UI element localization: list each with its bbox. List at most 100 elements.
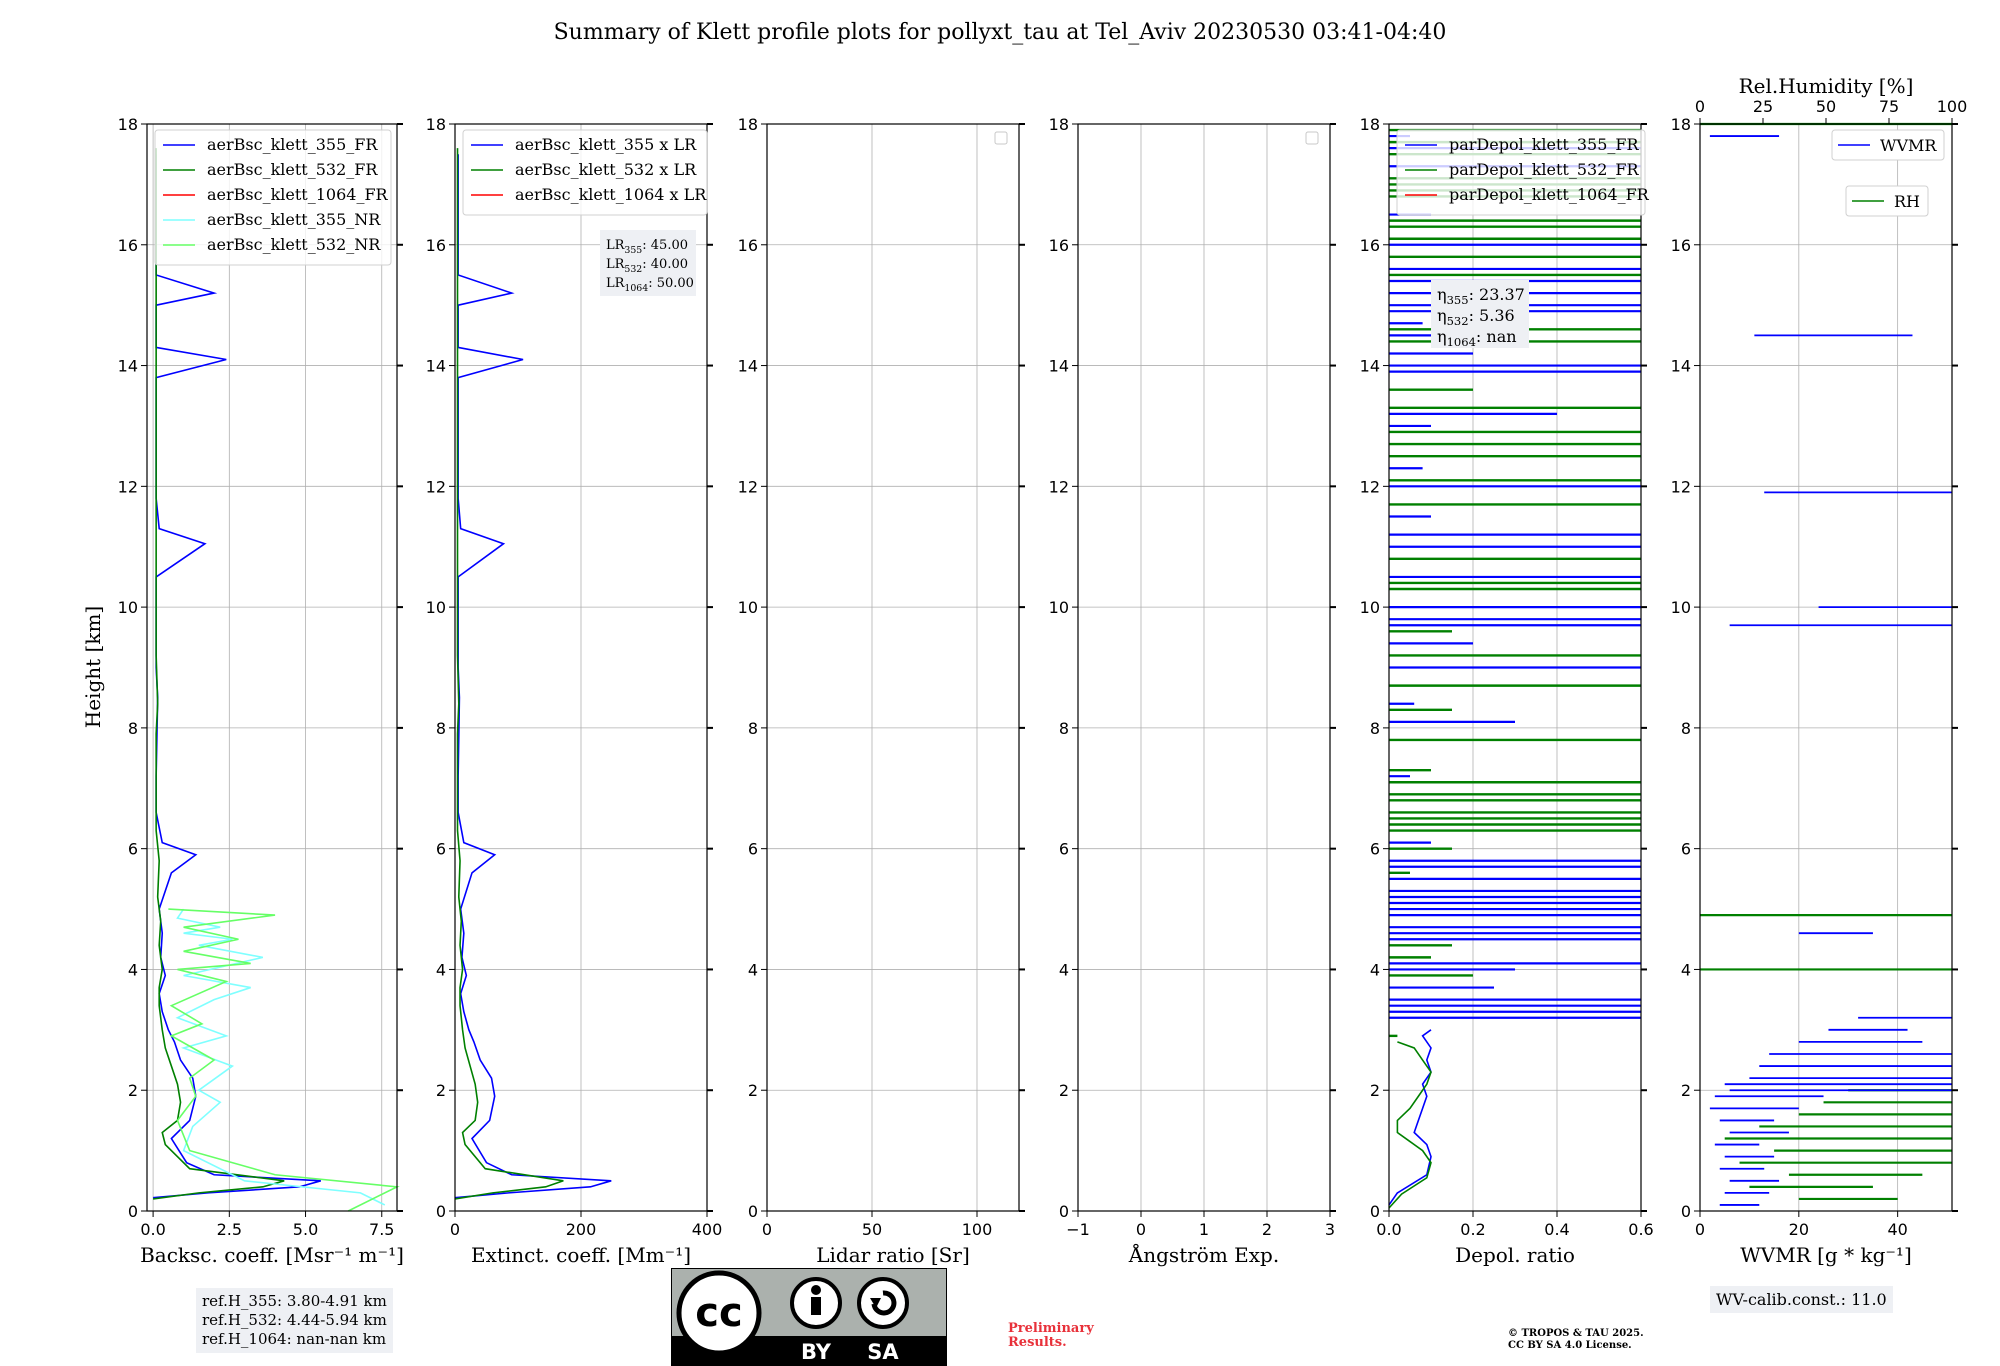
y-tick-label: 10 [118,598,138,617]
cc-icon [676,1270,762,1356]
legend-label: aerBsc_klett_532_FR [207,160,378,179]
y-tick-label: 10 [1049,598,1069,617]
y-tick-label: 2 [128,1081,138,1100]
secondary-x-tick-label: 100 [1937,97,1968,116]
empty-legend-box [994,131,1008,145]
secondary-x-tick-label: 0 [1695,97,1705,116]
y-tick-label: 8 [436,719,446,738]
x-tick-label: 5.0 [293,1220,318,1239]
y-tick-label: 14 [1360,357,1380,376]
y-tick-label: 2 [1059,1081,1069,1100]
y-tick-label: 16 [426,236,446,255]
legend-box [462,129,708,216]
y-tick-label: 4 [1370,960,1380,979]
legend-label: aerBsc_klett_1064_FR [207,185,389,204]
y-tick-label: 16 [1671,236,1691,255]
legend-box [1396,129,1646,216]
y-tick-label: 2 [748,1081,758,1100]
wv-calibration-box: WV-calib.const.: 11.0 [1710,1286,1893,1313]
legend-box [1831,129,1945,161]
y-tick-label: 14 [118,357,138,376]
y-tick-label: 6 [128,840,138,859]
x-axis-label: Depol. ratio [1455,1243,1575,1267]
panel-5 [1383,123,1647,1217]
y-tick-label: 18 [738,115,758,134]
preliminary-line-2: Results. [1008,1335,1067,1350]
y-tick-label: 4 [436,960,446,979]
series-line-aerbsc-klett-355-fr [153,154,321,1199]
y-tick-label: 16 [118,236,138,255]
y-tick-label: 6 [436,840,446,859]
x-tick-label: 0.2 [1460,1220,1485,1239]
panel-frame [1699,123,1953,1212]
y-tick-label: 2 [1681,1081,1691,1100]
x-tick-label: 2 [1262,1220,1272,1239]
x-tick-label: 1 [1199,1220,1209,1239]
series-line-aerbsc-klett-532-x-lr [454,148,564,1200]
cc-text: cc [695,1290,742,1336]
by-label: BY [801,1340,832,1364]
y-tick-label: 18 [118,115,138,134]
y-tick-label: 8 [1059,719,1069,738]
y-tick-label: 0 [748,1202,758,1221]
y-tick-label: 8 [748,719,758,738]
y-tick-label: 12 [118,477,138,496]
depol-calib-info-box [1431,280,1529,348]
y-tick-label: 4 [1059,960,1069,979]
x-tick-label: 200 [566,1220,597,1239]
x-axis-label: Ångström Exp. [1128,1242,1279,1267]
x-tick-label: 0.0 [1376,1220,1401,1239]
share-alike-icon [857,1277,909,1329]
legend-label: aerBsc_klett_355_NR [207,210,381,229]
y-tick-label: 10 [738,598,758,617]
depol-calib-info-line: η1064: nan [1437,327,1517,349]
secondary-x-tick-label: 75 [1879,97,1899,116]
preliminary-results-note: Preliminary Results. [1008,1322,1094,1350]
panel-frame [146,123,398,1212]
x-tick-label: −1 [1066,1220,1090,1239]
x-tick-label: 2.5 [217,1220,242,1239]
x-axis-label: Backsc. coeff. [Msr⁻¹ m⁻¹] [140,1243,404,1267]
lidar-ratio-info-line: LR355: 45.00 [606,238,688,256]
y-tick-label: 0 [1059,1202,1069,1221]
depol-calib-info-line: η355: 23.37 [1437,285,1525,307]
y-tick-label: 6 [1681,840,1691,859]
cc-license-badge: cc BY SA [671,1268,947,1366]
x-axis-label: Extinct. coeff. [Mm⁻¹] [471,1243,691,1267]
y-tick-label: 8 [128,719,138,738]
y-tick-label: 8 [1681,719,1691,738]
lidar-ratio-info-line: LR532: 40.00 [606,257,688,275]
panel-6 [1694,118,1958,1217]
y-tick-label: 18 [1049,115,1069,134]
panel-frame [1388,123,1642,1212]
y-tick-label: 4 [1681,960,1691,979]
legend-label: aerBsc_klett_532_NR [207,235,381,254]
legend-box [1845,185,1929,217]
legend-label: aerBsc_klett_355_FR [207,135,378,154]
x-tick-label: 0.6 [1628,1220,1653,1239]
y-tick-label: 8 [1370,719,1380,738]
y-tick-label: 14 [1049,357,1069,376]
panel-4 [1072,123,1336,1217]
y-tick-label: 14 [1671,357,1691,376]
x-tick-label: 100 [962,1220,993,1239]
x-tick-label: 0.4 [1544,1220,1569,1239]
y-tick-label: 0 [1681,1202,1691,1221]
y-tick-label: 14 [426,357,446,376]
preliminary-line-1: Preliminary [1008,1321,1094,1336]
legend-label: parDepol_klett_355_FR [1449,135,1640,154]
y-tick-label: 0 [128,1202,138,1221]
panel-frame [766,123,1020,1212]
legend-label: aerBsc_klett_355 x LR [515,135,697,154]
panel-1 [141,123,403,1217]
y-tick-label: 0 [1370,1202,1380,1221]
x-tick-label: 7.5 [369,1220,394,1239]
y-tick-label: 16 [738,236,758,255]
y-tick-label: 10 [426,598,446,617]
lidar-ratio-info-box [600,230,696,296]
legend-label: aerBsc_klett_532 x LR [515,160,697,179]
copyright-line-1: © TROPOS & TAU 2025. [1508,1328,1644,1339]
figure-title: Summary of Klett profile plots for polly… [553,20,1447,45]
legend-label: parDepol_klett_532_FR [1449,160,1640,179]
series-line-aerbsc-klett-532-nr [168,908,400,1212]
